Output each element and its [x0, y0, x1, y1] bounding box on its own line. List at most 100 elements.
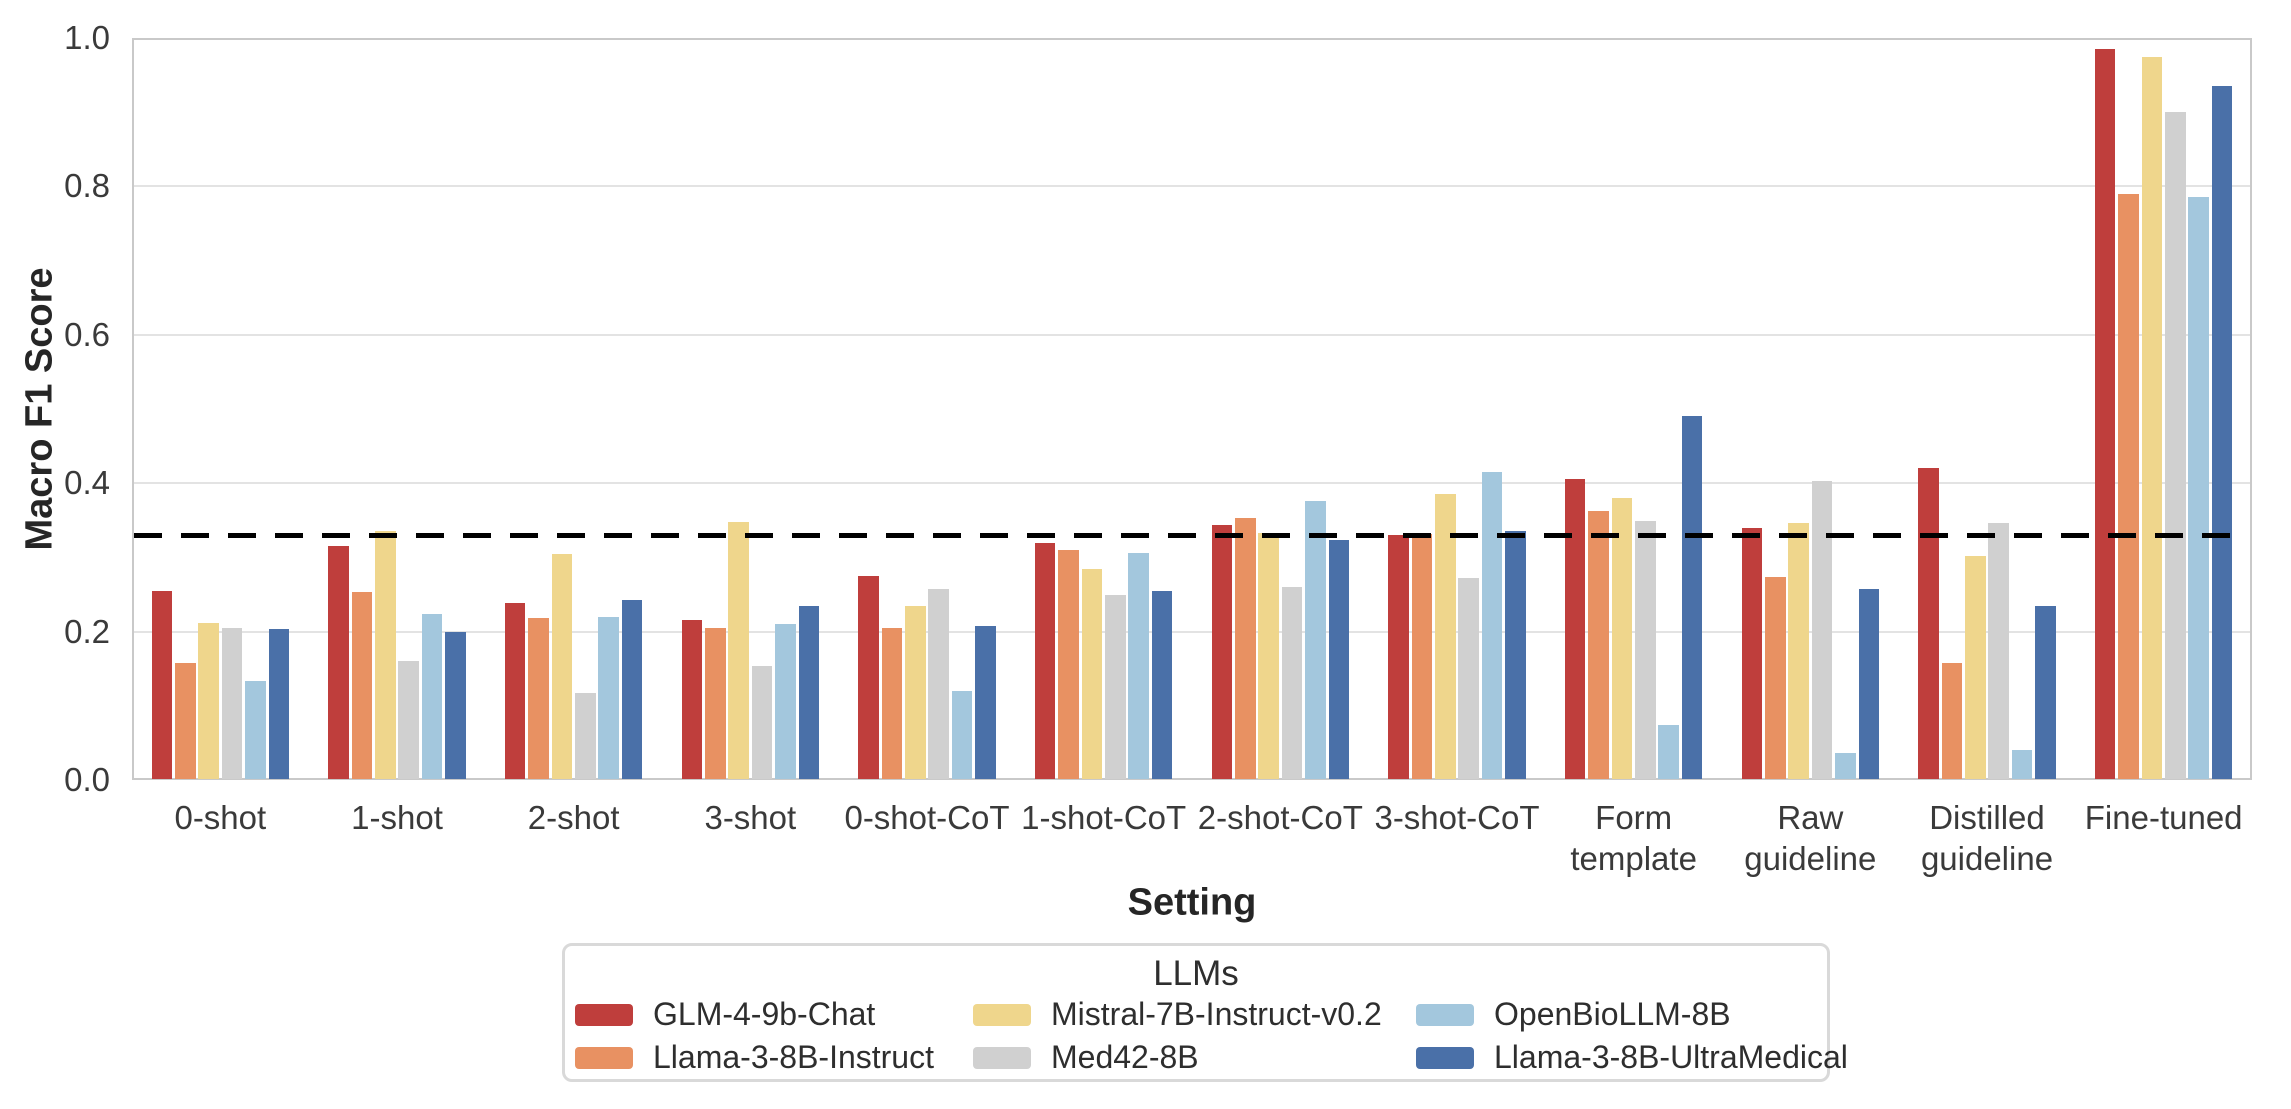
x-tick-label: 3-shot-CoT	[1374, 799, 1540, 836]
bar	[2165, 112, 2186, 779]
bar	[1305, 501, 1326, 779]
x-tick-label: Form template	[1570, 799, 1697, 877]
gridline	[134, 482, 2250, 485]
x-tick-label: 2-shot	[527, 799, 620, 836]
bar	[951, 690, 973, 779]
bar	[2118, 193, 2139, 779]
bar	[751, 665, 773, 779]
bar	[1611, 498, 1633, 779]
bar	[445, 632, 466, 779]
bar	[1505, 531, 1526, 779]
bar	[881, 627, 903, 779]
bar	[575, 693, 596, 779]
bar	[1988, 522, 2009, 779]
bar	[174, 662, 196, 779]
x-tick-label: Raw guideline	[1744, 799, 1877, 877]
bar	[1965, 555, 1986, 779]
bar	[1941, 662, 1963, 779]
x-axis-title: Setting	[1127, 881, 1257, 924]
legend-color-swatch	[1416, 1047, 1474, 1069]
legend-label: GLM-4-9b-Chat	[653, 996, 876, 1032]
bar	[198, 623, 219, 779]
bar	[975, 625, 996, 779]
bar	[375, 530, 396, 779]
bar	[1081, 569, 1103, 779]
y-tick-label: 1.0	[64, 19, 110, 56]
bar	[1858, 589, 1880, 779]
bar	[1741, 527, 1763, 779]
bar	[1211, 525, 1233, 779]
bar	[1835, 753, 1856, 779]
reference-dashed-line	[134, 533, 2248, 539]
gridline	[134, 630, 2250, 633]
x-tick-label: 3-shot	[704, 799, 797, 836]
legend-color-swatch	[973, 1047, 1031, 1069]
bar	[2211, 86, 2233, 779]
bar	[598, 616, 620, 779]
y-tick-label: 0.6	[64, 315, 110, 353]
bar	[1788, 522, 1809, 779]
y-tick-label: 0.0	[64, 761, 110, 798]
x-tick-label: Distilled guideline	[1920, 799, 2054, 877]
bar	[1658, 725, 1680, 779]
legend-title: LLMs	[1153, 954, 1239, 993]
bar	[551, 554, 573, 779]
x-tick-label: 2-shot-CoT	[1197, 799, 1363, 836]
bar	[1411, 534, 1433, 779]
bar	[1811, 480, 1833, 779]
bar	[268, 629, 290, 779]
legend-color-swatch	[575, 1047, 633, 1069]
bar	[1435, 494, 1456, 779]
bar	[1328, 539, 1350, 779]
bar	[1388, 535, 1409, 779]
bar	[328, 546, 349, 779]
bar	[151, 590, 173, 779]
bar	[1281, 587, 1303, 779]
bar	[2011, 750, 2033, 779]
bar	[928, 588, 949, 779]
bar	[2188, 196, 2210, 779]
gridline	[134, 333, 2250, 336]
x-tick-label: 1-shot	[351, 799, 443, 836]
y-tick-label: 0.2	[64, 612, 110, 650]
bar	[398, 661, 419, 779]
legend-color-swatch	[973, 1004, 1031, 1026]
bar	[1258, 532, 1279, 779]
legend-color-swatch	[575, 1004, 633, 1026]
bar	[1764, 577, 1786, 779]
plot-area	[132, 38, 2252, 780]
legend-label: Llama-3-8B-UltraMedical	[1494, 1039, 1848, 1075]
bar	[421, 613, 443, 779]
bar	[1635, 521, 1656, 779]
legend-label: OpenBioLLM-8B	[1494, 996, 1731, 1032]
bar	[775, 624, 796, 779]
bar	[1588, 510, 1609, 779]
bar	[1034, 542, 1056, 779]
bar	[798, 606, 820, 779]
legend-label: Mistral-7B-Instruct-v0.2	[1051, 996, 1382, 1032]
legend: LLMs GLM-4-9b-Chat Llama-3-8B-Instruct Mis…	[562, 943, 1848, 1082]
bar	[905, 606, 926, 779]
bar	[1481, 472, 1503, 779]
x-tick-label: 0-shot-CoT	[844, 799, 1010, 836]
bar	[1151, 590, 1173, 779]
x-tick-label: Fine-tuned	[2084, 799, 2243, 836]
legend-color-swatch	[1416, 1004, 1474, 1026]
gridline	[134, 185, 2250, 188]
bar	[504, 603, 526, 779]
bar	[728, 521, 749, 779]
bar	[1918, 468, 1939, 779]
bar	[1458, 578, 1479, 779]
bar	[1234, 518, 1256, 779]
bar	[1564, 479, 1586, 779]
y-tick-label: 0.8	[64, 167, 110, 205]
bar	[221, 627, 243, 779]
bar	[2035, 605, 2056, 779]
y-axis-title: Macro F1 Score	[18, 267, 61, 551]
bar	[528, 618, 549, 779]
bar	[1128, 552, 1150, 779]
x-tick-label: 1-shot-CoT	[1021, 799, 1187, 836]
x-tick-label: 0-shot	[174, 799, 267, 836]
legend-label: Llama-3-8B-Instruct	[653, 1039, 934, 1075]
bar	[1681, 416, 1703, 779]
